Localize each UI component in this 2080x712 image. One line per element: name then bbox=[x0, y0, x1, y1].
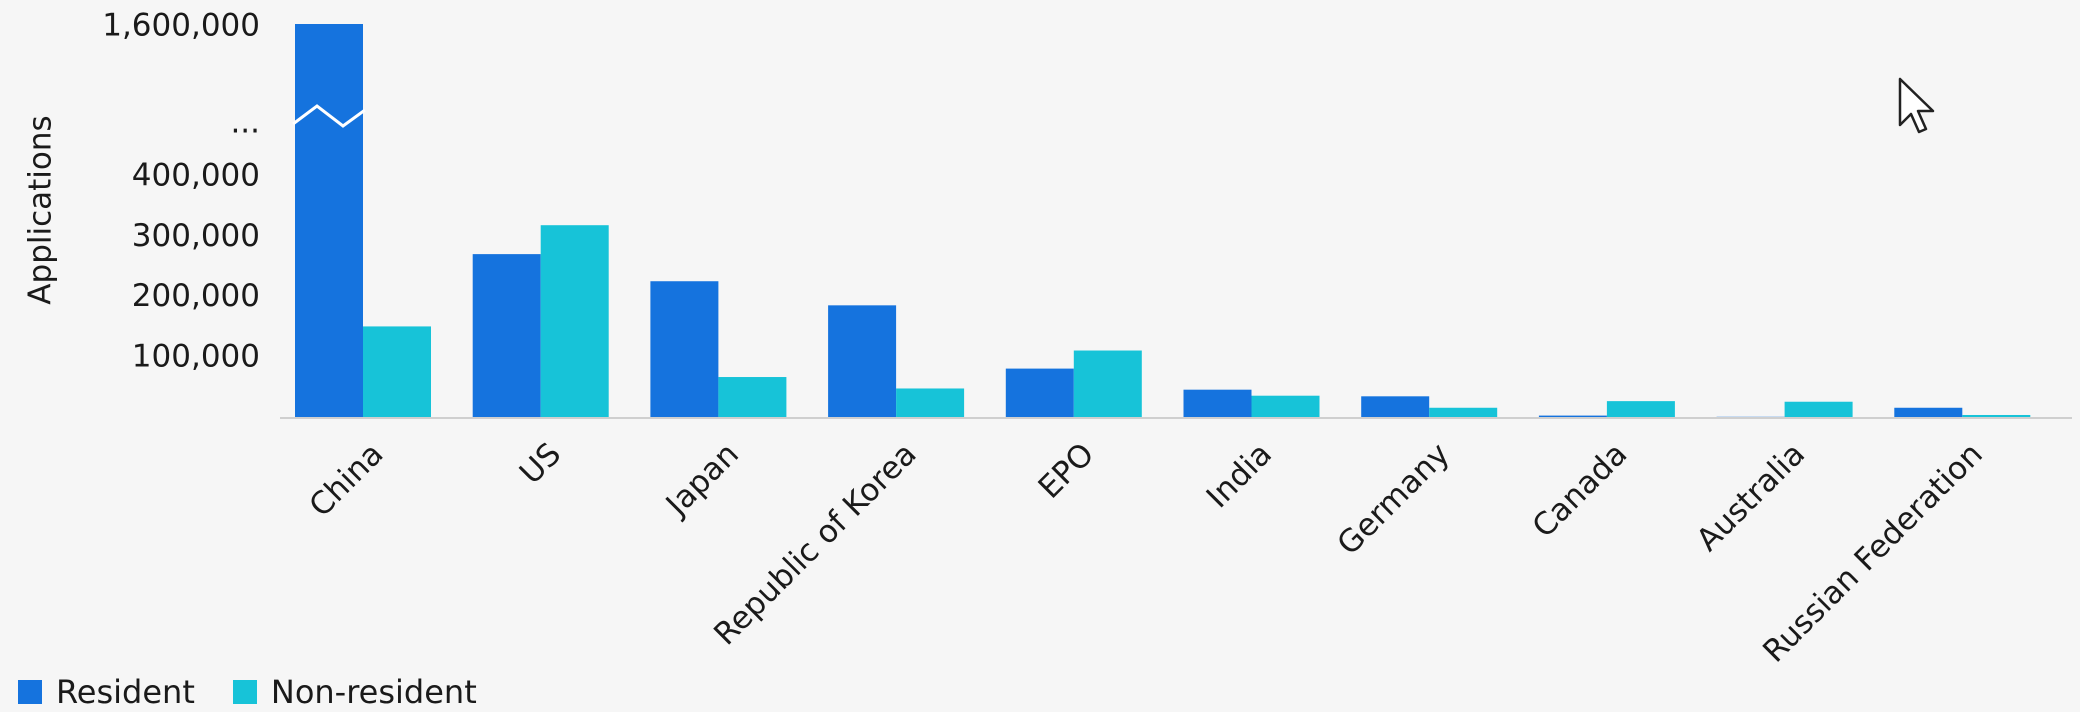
bar[interactable] bbox=[1251, 395, 1320, 418]
legend-label-resident: Resident bbox=[56, 673, 195, 711]
x-tick-label: China bbox=[302, 436, 390, 524]
mouse-pointer-icon bbox=[1898, 77, 1935, 134]
bar[interactable] bbox=[472, 254, 541, 418]
legend-swatch-non-resident bbox=[232, 680, 257, 704]
x-tick-label: EPO bbox=[1032, 436, 1102, 506]
bar[interactable] bbox=[540, 225, 609, 418]
bar[interactable] bbox=[1606, 401, 1675, 418]
bar[interactable] bbox=[1361, 396, 1430, 418]
x-tick-label: India bbox=[1200, 436, 1279, 515]
y-tick-label: ... bbox=[230, 105, 260, 141]
y-tick-label: 1,600,000 bbox=[102, 8, 260, 44]
y-tick-label: 100,000 bbox=[132, 338, 260, 374]
bar[interactable] bbox=[718, 377, 787, 418]
bar[interactable] bbox=[363, 326, 431, 418]
bar[interactable] bbox=[1962, 414, 2031, 418]
legend: Resident Non-resident bbox=[18, 673, 515, 711]
legend-item-resident[interactable]: Resident bbox=[18, 673, 195, 711]
bar[interactable] bbox=[1429, 407, 1498, 418]
bar[interactable] bbox=[896, 388, 965, 418]
y-tick-label: 300,000 bbox=[132, 218, 260, 254]
x-tick-label: Japan bbox=[658, 436, 746, 524]
bar[interactable] bbox=[1183, 389, 1252, 418]
legend-swatch-resident bbox=[18, 680, 42, 704]
bar[interactable] bbox=[1894, 407, 1963, 418]
bar[interactable] bbox=[1538, 415, 1607, 418]
x-tick-label: Canada bbox=[1526, 436, 1635, 545]
x-tick-label: Germany bbox=[1330, 436, 1456, 562]
legend-item-non-resident[interactable]: Non-resident bbox=[232, 673, 477, 711]
bar[interactable] bbox=[1005, 368, 1074, 418]
bars bbox=[292, 24, 2031, 419]
x-tick-label: Republic of Korea bbox=[707, 436, 923, 652]
bar[interactable] bbox=[650, 281, 719, 418]
y-axis-ticks: 100,000 200,000 300,000 400,000... 1,600,000 bbox=[102, 8, 260, 375]
y-tick-label: 400,000 bbox=[132, 158, 260, 194]
bar[interactable] bbox=[1784, 401, 1853, 418]
bar[interactable] bbox=[1073, 350, 1142, 418]
x-tick-label: US bbox=[513, 436, 568, 491]
legend-label-non-resident: Non-resident bbox=[270, 673, 477, 711]
x-tick-label: Australia bbox=[1690, 436, 1812, 558]
axis-break-mark bbox=[292, 104, 366, 128]
bar[interactable] bbox=[828, 305, 897, 418]
y-tick-label: 200,000 bbox=[132, 278, 260, 314]
y-axis-label: Applications bbox=[23, 115, 59, 304]
bar[interactable] bbox=[295, 24, 363, 418]
